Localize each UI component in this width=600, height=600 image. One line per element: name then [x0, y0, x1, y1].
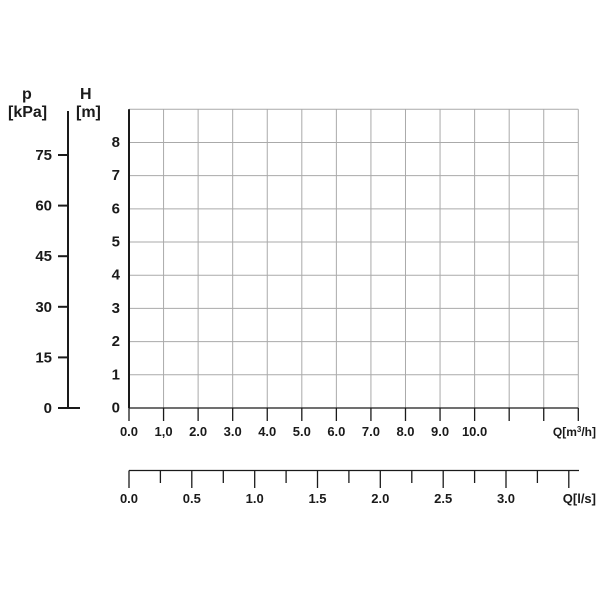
svg-text:75: 75	[35, 147, 52, 164]
svg-text:0.0: 0.0	[120, 424, 138, 439]
svg-text:1: 1	[112, 366, 120, 383]
svg-text:Q[m3/h]: Q[m3/h]	[553, 425, 596, 440]
svg-text:3: 3	[112, 300, 120, 317]
svg-text:4.0: 4.0	[258, 424, 276, 439]
svg-text:0: 0	[44, 400, 52, 417]
svg-text:p: p	[22, 86, 32, 103]
svg-text:8.0: 8.0	[396, 424, 414, 439]
svg-text:Q[l/s]: Q[l/s]	[563, 491, 596, 506]
svg-text:6: 6	[112, 200, 120, 217]
svg-text:6.0: 6.0	[327, 424, 345, 439]
svg-text:2: 2	[112, 333, 120, 350]
svg-text:10.0: 10.0	[462, 424, 487, 439]
svg-text:4: 4	[112, 267, 121, 284]
svg-text:1.5: 1.5	[308, 491, 326, 506]
svg-text:0: 0	[112, 400, 120, 417]
svg-text:3.0: 3.0	[497, 491, 515, 506]
svg-text:3.0: 3.0	[224, 424, 242, 439]
svg-text:45: 45	[35, 248, 52, 265]
svg-text:0.0: 0.0	[120, 491, 138, 506]
svg-text:9.0: 9.0	[431, 424, 449, 439]
svg-text:0.5: 0.5	[183, 491, 201, 506]
svg-text:5: 5	[112, 234, 120, 251]
svg-text:8: 8	[112, 134, 120, 151]
svg-text:H: H	[80, 86, 92, 103]
svg-text:[kPa]: [kPa]	[8, 104, 47, 121]
svg-text:60: 60	[35, 198, 52, 215]
svg-text:15: 15	[35, 349, 52, 366]
svg-text:7: 7	[112, 167, 120, 184]
svg-text:5.0: 5.0	[293, 424, 311, 439]
svg-text:2.0: 2.0	[371, 491, 389, 506]
svg-text:2.5: 2.5	[434, 491, 452, 506]
svg-text:2.0: 2.0	[189, 424, 207, 439]
svg-text:30: 30	[35, 299, 52, 316]
svg-text:7.0: 7.0	[362, 424, 380, 439]
svg-text:1,0: 1,0	[155, 424, 173, 439]
svg-text:[m]: [m]	[76, 104, 101, 121]
svg-text:1.0: 1.0	[246, 491, 264, 506]
